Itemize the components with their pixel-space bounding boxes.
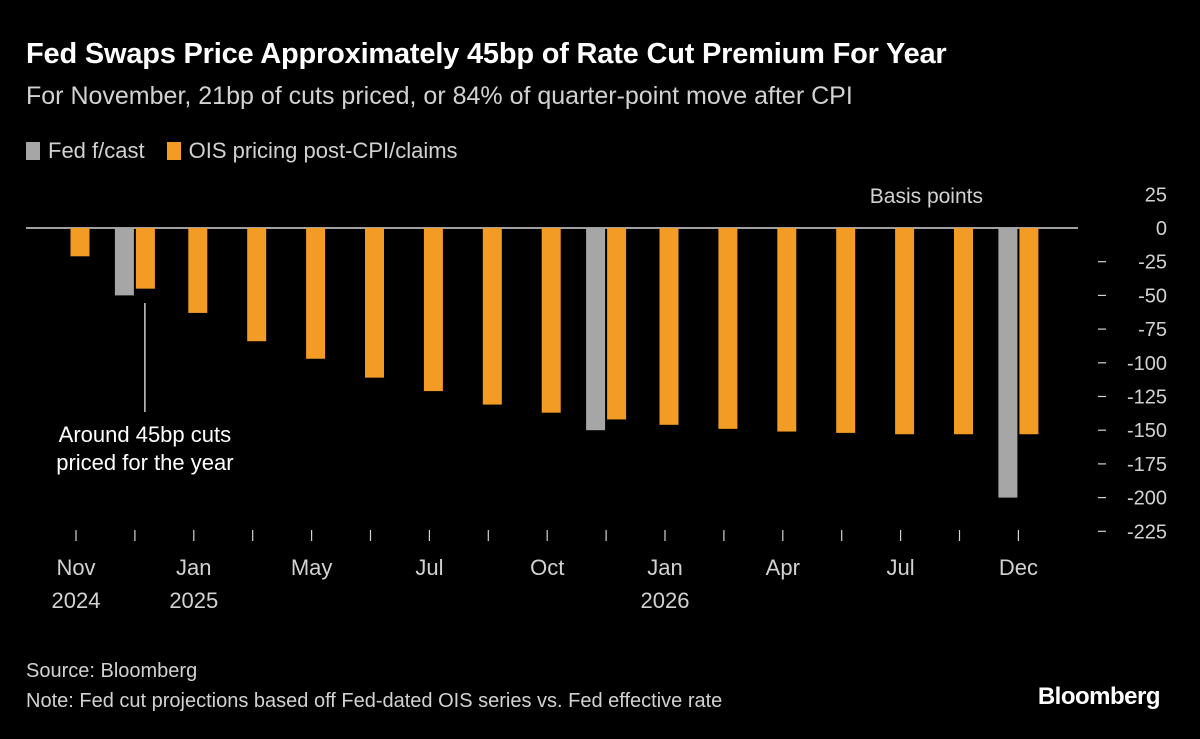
y-tick-label: -100: [1127, 353, 1167, 375]
legend-item-fed-forecast: Fed f/cast: [26, 138, 145, 164]
ois-bar-1: [135, 228, 155, 289]
ois-bar-12: [777, 228, 797, 432]
y-tick-label: -50: [1138, 285, 1167, 307]
x-axis: Nov 2024 Jan 2025 May Jul Oct Jan 2026 Apr Jul Dec: [52, 530, 1038, 613]
ois-bar-9: [607, 228, 627, 420]
y-axis: 25 0 -25 -50 -75 -100 -125 -150 -175 -200 -225: [1098, 184, 1167, 543]
fed-forecast-bar-16: [998, 228, 1018, 498]
legend-label-fed-forecast: Fed f/cast: [48, 138, 145, 163]
ois-bar-7: [482, 228, 502, 405]
y-tick-label: -125: [1127, 387, 1167, 409]
chart-subtitle: For November, 21bp of cuts priced, or 84…: [26, 82, 853, 110]
fed-forecast-bar-9: [586, 228, 606, 431]
y-tick-label: -200: [1127, 488, 1167, 510]
x-tick-label: May: [291, 555, 333, 580]
y-tick-label: 0: [1156, 218, 1167, 240]
annotation-text-line2: priced for the year: [56, 450, 233, 475]
x-tick-label: Nov: [56, 555, 95, 580]
y-tick-label: -225: [1127, 521, 1167, 543]
y-tick-label: -75: [1138, 319, 1167, 341]
ois-bar-16: [1019, 228, 1039, 435]
ois-bar-14: [895, 228, 915, 435]
y-tick-label: -150: [1127, 420, 1167, 442]
ois-bar-10: [659, 228, 679, 425]
legend-swatch-fed-forecast: [26, 142, 40, 160]
legend-item-ois-pricing: OIS pricing post-CPI/claims: [166, 138, 458, 164]
note-text: Note: Fed cut projections based off Fed-…: [26, 690, 723, 712]
x-tick-label-year: 2025: [169, 588, 218, 613]
ois-bar-5: [365, 228, 384, 378]
ois-bar-8: [541, 228, 561, 413]
y-tick-label: -175: [1127, 454, 1167, 476]
x-tick-label: Jan: [647, 555, 682, 580]
y-tick-label: 25: [1145, 184, 1167, 206]
annotation-text-line1: Around 45bp cuts: [59, 422, 231, 447]
ois-bar-0: [70, 228, 90, 257]
x-tick-label-year: 2026: [641, 588, 690, 613]
legend-swatch-ois-pricing: [166, 142, 181, 160]
x-tick-label: Apr: [766, 555, 800, 580]
annotation: Around 45bp cuts priced for the year: [56, 303, 234, 475]
x-tick-label: Oct: [530, 555, 564, 580]
x-tick-label-year: 2024: [52, 588, 101, 613]
x-tick-label: Jul: [415, 555, 443, 580]
y-axis-label: Basis points: [870, 185, 983, 208]
source-text: Source: Bloomberg: [26, 660, 198, 682]
ois-bar-11: [718, 228, 738, 429]
ois-bar-13: [836, 228, 856, 433]
ois-bar-6: [423, 228, 443, 392]
ois-bar-2: [188, 228, 208, 313]
ois-bar-15: [954, 228, 973, 435]
x-tick-label: Jul: [887, 555, 915, 580]
chart-title: Fed Swaps Price Approximately 45bp of Ra…: [26, 38, 947, 70]
bars-group: [26, 227, 1078, 498]
x-tick-label: Jan: [176, 555, 211, 580]
ois-bar-3: [247, 228, 267, 342]
y-tick-label: -25: [1138, 252, 1167, 274]
bloomberg-logo: Bloomberg: [1037, 683, 1161, 710]
x-tick-label: Dec: [999, 555, 1038, 580]
legend-label-ois-pricing: OIS pricing post-CPI/claims: [188, 138, 458, 163]
ois-bar-4: [306, 228, 326, 359]
fed-forecast-bar-1: [114, 228, 134, 296]
chart-legend: Fed f/cast OIS pricing post-CPI/claims: [26, 138, 480, 164]
